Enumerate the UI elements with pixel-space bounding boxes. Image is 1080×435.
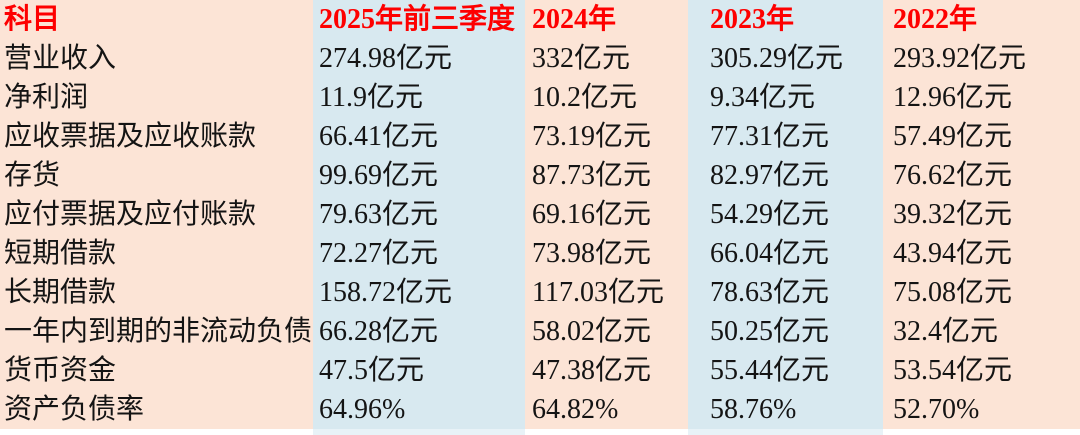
cell-value: 58.02亿元 [525, 312, 688, 351]
table-row-notes-accounts-receivable: 应收票据及应收账款 66.41亿元 73.19亿元 77.31亿元 57.49亿… [0, 117, 1080, 156]
row-label: 营业收入 [0, 39, 313, 78]
table-row-long-term-borrowings: 长期借款 158.72亿元 117.03亿元 78.63亿元 75.08亿元 [0, 273, 1080, 312]
cell-value: 50.25亿元 [688, 312, 883, 351]
cell-value: 69.16亿元 [525, 195, 688, 234]
partial-next-row-blue-cell [313, 429, 525, 435]
table-row-operating-revenue: 营业收入 274.98亿元 332亿元 305.29亿元 293.92亿元 [0, 39, 1080, 78]
header-row: 科目 2025年前三季度 2024年 2023年 2022年 [0, 0, 1080, 39]
cell-value: 39.32亿元 [883, 195, 1080, 234]
table-row-noncurrent-liabilities-due-1y: 一年内到期的非流动负债 66.28亿元 58.02亿元 50.25亿元 32.4… [0, 312, 1080, 351]
row-label: 应收票据及应收账款 [0, 117, 313, 156]
cell-value: 82.97亿元 [688, 156, 883, 195]
column-header-2025-q1-3: 2025年前三季度 [313, 0, 525, 39]
row-label: 存货 [0, 156, 313, 195]
cell-value: 57.49亿元 [883, 117, 1080, 156]
table-row-inventory: 存货 99.69亿元 87.73亿元 82.97亿元 76.62亿元 [0, 156, 1080, 195]
row-label: 长期借款 [0, 273, 313, 312]
cell-value: 43.94亿元 [883, 234, 1080, 273]
row-label: 净利润 [0, 78, 313, 117]
cell-value: 78.63亿元 [688, 273, 883, 312]
cell-value: 77.31亿元 [688, 117, 883, 156]
cell-value: 9.34亿元 [688, 78, 883, 117]
cell-value: 66.04亿元 [688, 234, 883, 273]
row-label: 资产负债率 [0, 390, 313, 429]
cell-value: 64.82% [525, 390, 688, 429]
cell-value: 305.29亿元 [688, 39, 883, 78]
cell-value: 99.69亿元 [313, 156, 525, 195]
table-row-short-term-borrowings: 短期借款 72.27亿元 73.98亿元 66.04亿元 43.94亿元 [0, 234, 1080, 273]
cell-value: 158.72亿元 [313, 273, 525, 312]
cell-value: 58.76% [688, 390, 883, 429]
cell-value: 293.92亿元 [883, 39, 1080, 78]
cell-value: 32.4亿元 [883, 312, 1080, 351]
cell-value: 47.5亿元 [313, 351, 525, 390]
column-header-2023: 2023年 [688, 0, 883, 39]
cell-value: 76.62亿元 [883, 156, 1080, 195]
table-row-net-profit: 净利润 11.9亿元 10.2亿元 9.34亿元 12.96亿元 [0, 78, 1080, 117]
table-row-notes-accounts-payable: 应付票据及应付账款 79.63亿元 69.16亿元 54.29亿元 39.32亿… [0, 195, 1080, 234]
row-label: 短期借款 [0, 234, 313, 273]
cell-value: 117.03亿元 [525, 273, 688, 312]
table-row-debt-to-asset-ratio: 资产负债率 64.96% 64.82% 58.76% 52.70% [0, 390, 1080, 429]
table-row-cash-funds: 货币资金 47.5亿元 47.38亿元 55.44亿元 53.54亿元 [0, 351, 1080, 390]
cell-value: 11.9亿元 [313, 78, 525, 117]
column-header-2024: 2024年 [525, 0, 688, 39]
row-label: 应付票据及应付账款 [0, 195, 313, 234]
partial-next-row-blue-cell [688, 429, 883, 435]
column-header-2022: 2022年 [883, 0, 1080, 39]
cell-value: 55.44亿元 [688, 351, 883, 390]
cell-value: 47.38亿元 [525, 351, 688, 390]
cell-value: 72.27亿元 [313, 234, 525, 273]
row-label: 一年内到期的非流动负债 [0, 312, 313, 351]
column-header-subject: 科目 [0, 0, 313, 39]
cell-value: 10.2亿元 [525, 78, 688, 117]
cell-value: 75.08亿元 [883, 273, 1080, 312]
cell-value: 79.63亿元 [313, 195, 525, 234]
cell-value: 332亿元 [525, 39, 688, 78]
cell-value: 66.41亿元 [313, 117, 525, 156]
row-label: 货币资金 [0, 351, 313, 390]
cell-value: 54.29亿元 [688, 195, 883, 234]
cell-value: 64.96% [313, 390, 525, 429]
cell-value: 52.70% [883, 390, 1080, 429]
cell-value: 73.19亿元 [525, 117, 688, 156]
cell-value: 66.28亿元 [313, 312, 525, 351]
cell-value: 53.54亿元 [883, 351, 1080, 390]
partial-next-row [0, 429, 1080, 435]
cell-value: 274.98亿元 [313, 39, 525, 78]
cell-value: 12.96亿元 [883, 78, 1080, 117]
cell-value: 87.73亿元 [525, 156, 688, 195]
cell-value: 73.98亿元 [525, 234, 688, 273]
